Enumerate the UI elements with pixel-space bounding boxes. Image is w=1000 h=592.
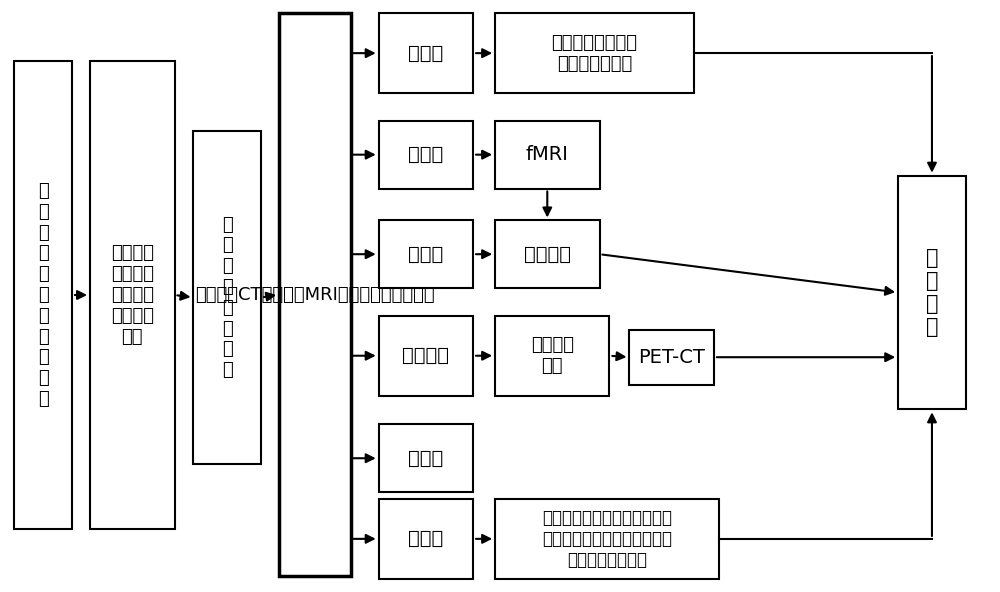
Bar <box>495 316 609 395</box>
Text: 嗅
觉
训
练: 嗅 觉 训 练 <box>926 247 938 337</box>
Text: fMRI: fMRI <box>526 145 569 164</box>
Text: 根据临床诊疗指南
进行规范化治疗: 根据临床诊疗指南 进行规范化治疗 <box>552 34 638 73</box>
Bar <box>495 499 719 578</box>
Bar <box>193 131 261 464</box>
Text: 先天性: 先天性 <box>408 529 443 548</box>
Bar <box>379 14 473 93</box>
Bar <box>90 61 175 529</box>
Text: 上感后: 上感后 <box>408 244 443 263</box>
Bar <box>898 176 966 410</box>
Text: 药物治疗: 药物治疗 <box>524 244 571 263</box>
Text: 以
嗅
觉
障
碍
为
主
诉
的
患
者: 以 嗅 觉 障 碍 为 主 诉 的 患 者 <box>38 182 49 408</box>
Bar <box>495 220 600 288</box>
Bar <box>629 330 714 385</box>
Bar <box>495 14 694 93</box>
Text: 内分泌、泌尿外科、妇科等科
室会诊是否存在内分泌系统和
生殖系统相关疾病: 内分泌、泌尿外科、妇科等科 室会诊是否存在内分泌系统和 生殖系统相关疾病 <box>542 509 672 569</box>
Text: 专科检查
（鼻内镜
检查等）
详细询问
病史: 专科检查 （鼻内镜 检查等） 详细询问 病史 <box>111 244 154 346</box>
Bar <box>279 14 351 575</box>
Text: 神经内科
会诊: 神经内科 会诊 <box>531 336 574 375</box>
Text: 鼻腔鼻窦CT／嗅通路MRI／嗅觉事件相关电位: 鼻腔鼻窦CT／嗅通路MRI／嗅觉事件相关电位 <box>195 285 435 304</box>
Text: 特发性: 特发性 <box>408 449 443 468</box>
Bar <box>379 220 473 288</box>
Text: 炎症性: 炎症性 <box>408 44 443 63</box>
Text: 高龄患者: 高龄患者 <box>402 346 449 365</box>
Text: 外伤性: 外伤性 <box>408 145 443 164</box>
Bar <box>379 499 473 578</box>
Text: 嗅
觉
心
理
物
理
检
查: 嗅 觉 心 理 物 理 检 查 <box>222 215 233 379</box>
Bar <box>495 121 600 188</box>
Text: PET-CT: PET-CT <box>638 348 705 366</box>
Bar <box>379 424 473 492</box>
Bar <box>379 121 473 188</box>
Bar <box>379 316 473 395</box>
Bar <box>14 61 72 529</box>
